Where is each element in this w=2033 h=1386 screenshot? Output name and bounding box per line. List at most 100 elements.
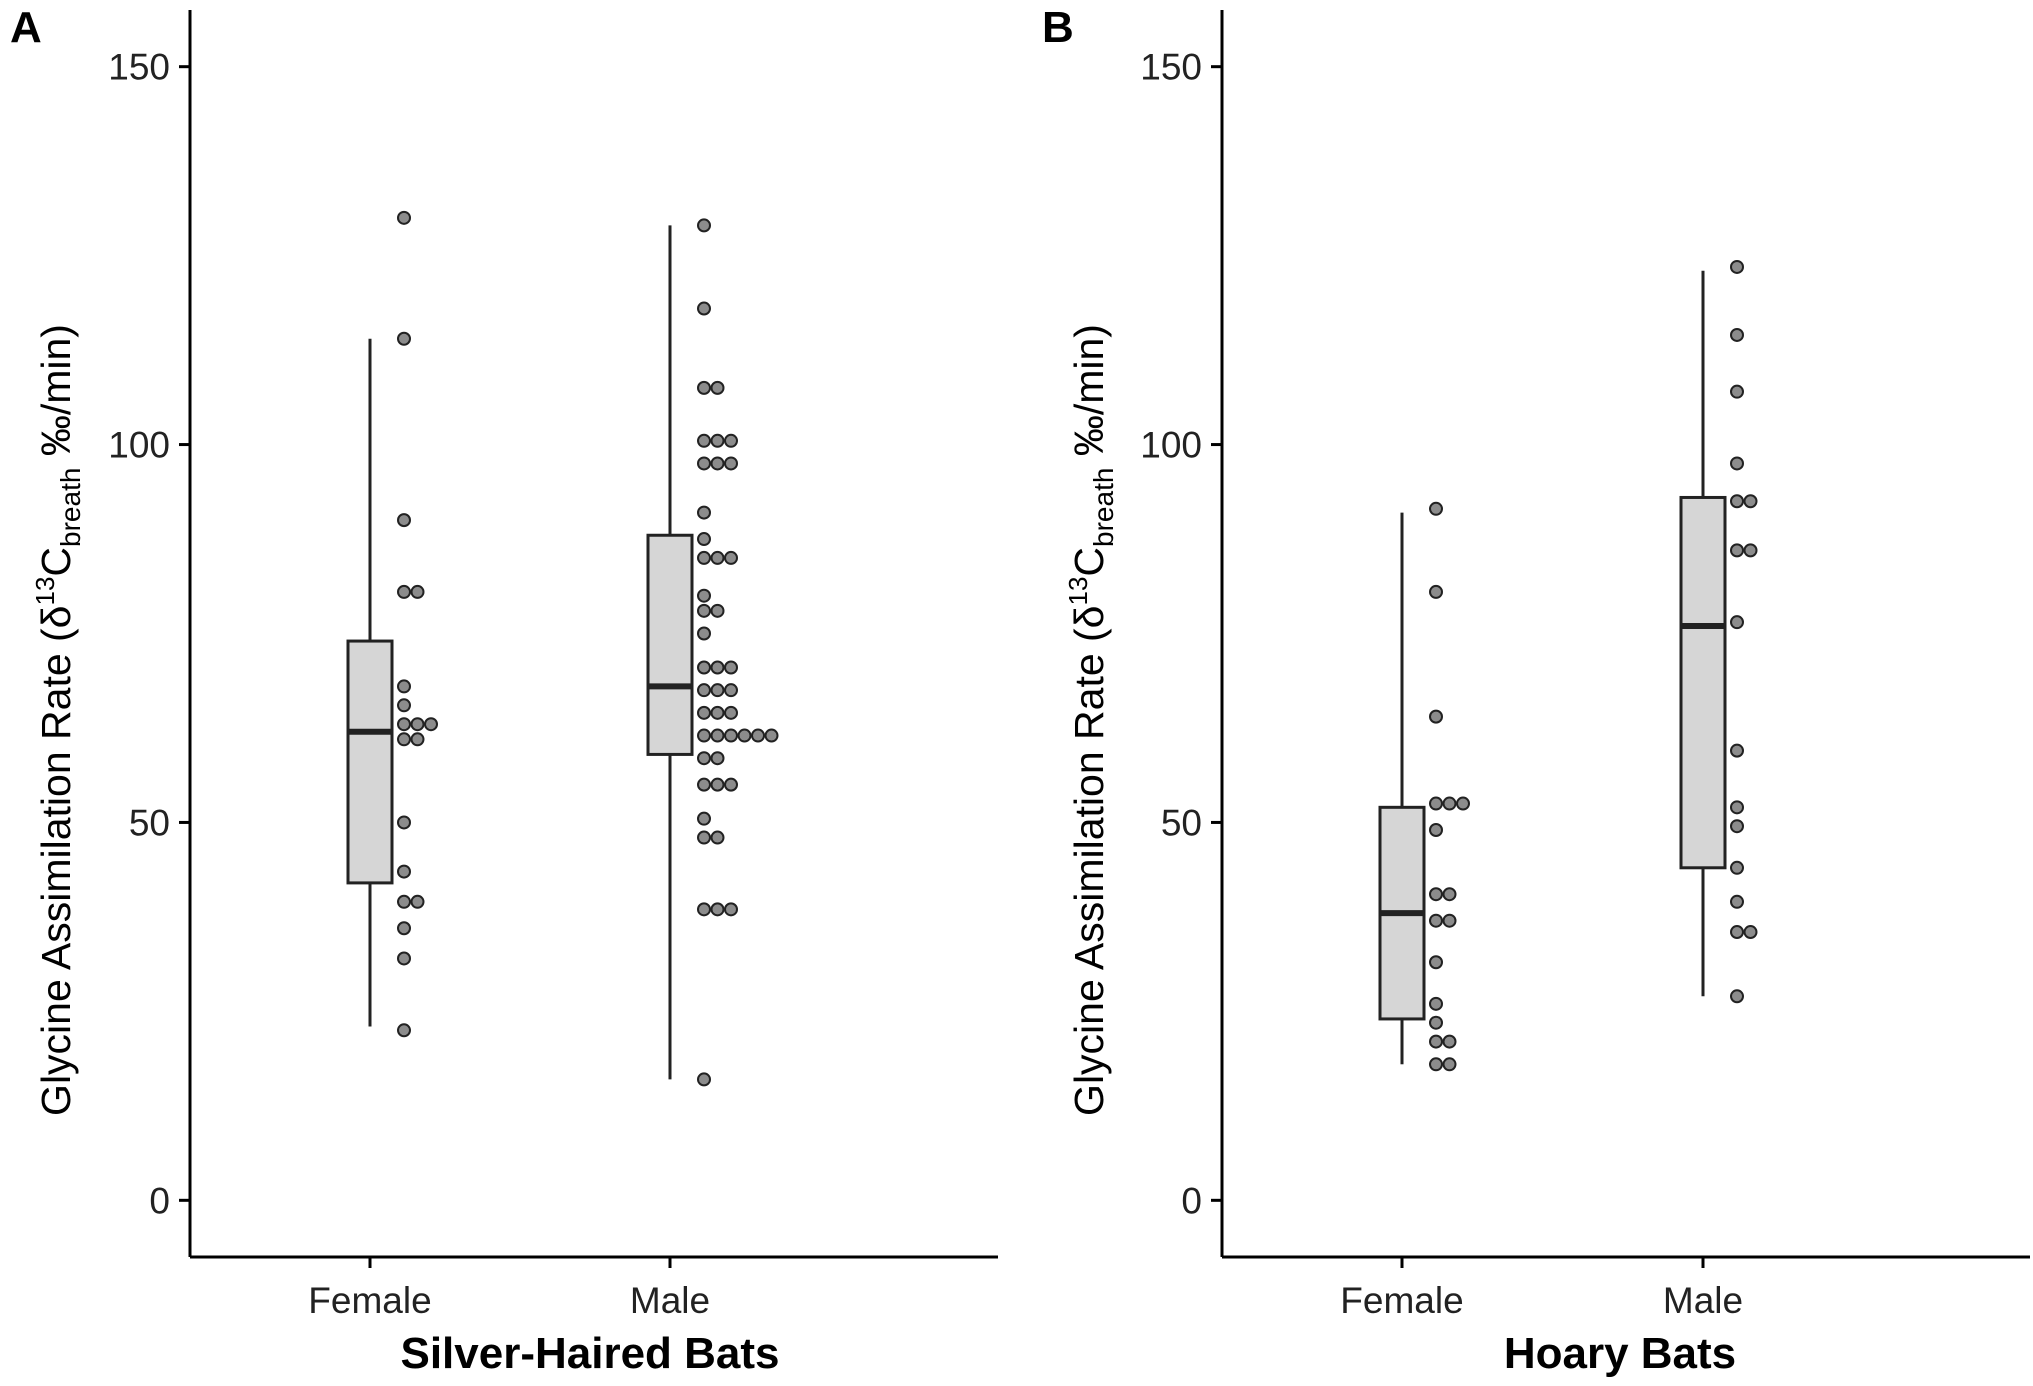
data-point: [1429, 887, 1443, 902]
data-point: [1429, 822, 1443, 837]
x-tick-label: Male: [630, 1280, 710, 1321]
data-point: [737, 728, 752, 743]
panel-label: A: [10, 3, 42, 52]
box: [646, 533, 694, 756]
data-point: [1743, 494, 1758, 509]
y-axis-label: Glycine Assimilation Rate (δ13Cbreath ‰/…: [30, 324, 86, 1116]
data-point: [397, 951, 411, 966]
data-point: [697, 683, 711, 698]
data-point: [397, 679, 411, 694]
data-point: [1730, 743, 1744, 758]
data-point: [710, 603, 725, 618]
data-point: [410, 732, 425, 747]
x-tick-label: Female: [1340, 1280, 1463, 1321]
data-point: [1429, 913, 1443, 928]
data-point: [724, 433, 738, 448]
data-point: [697, 380, 711, 395]
data-point: [1730, 615, 1744, 630]
data-point: [710, 380, 725, 395]
data-point: [697, 532, 711, 547]
data-point: [397, 698, 411, 713]
data-point: [410, 584, 425, 599]
x-axis-label: Silver-Haired Bats: [400, 1329, 779, 1378]
y-tick-label: 150: [1140, 47, 1202, 88]
data-point: [424, 717, 438, 732]
data-point: [410, 717, 425, 732]
y-tick-label: 150: [108, 47, 170, 88]
data-point: [1429, 1057, 1443, 1072]
data-point: [697, 626, 711, 641]
data-point: [1730, 819, 1744, 834]
data-point: [1730, 456, 1744, 471]
y-tick-label: 0: [149, 1180, 170, 1221]
data-point: [1743, 925, 1758, 940]
data-point: [710, 550, 725, 565]
data-point: [1730, 925, 1744, 940]
data-point: [697, 301, 711, 316]
data-point: [697, 218, 711, 233]
data-point: [724, 728, 738, 743]
data-point: [397, 210, 411, 225]
data-point: [1429, 584, 1443, 599]
plot-area: 0 50 100 150 Female Male: [1140, 10, 2030, 1321]
data-point: [397, 921, 411, 936]
data-point: [397, 894, 411, 909]
data-point: [1730, 543, 1744, 558]
svg-text:Glycine Assimilation Rate (δ13: Glycine Assimilation Rate (δ13Cbreath ‰/…: [30, 324, 86, 1116]
data-point: [697, 705, 711, 720]
data-point: [697, 433, 711, 448]
data-point: [697, 505, 711, 520]
data-point: [1429, 796, 1443, 811]
data-point: [724, 660, 738, 675]
y-tick-label: 50: [1161, 802, 1202, 843]
x-tick-label: Male: [1663, 1280, 1743, 1321]
data-point: [1429, 1015, 1443, 1030]
data-point: [710, 728, 725, 743]
data-point: [697, 660, 711, 675]
data-point: [1442, 1057, 1457, 1072]
data-point: [697, 1072, 711, 1087]
data-point: [710, 751, 725, 766]
data-point: [697, 902, 711, 917]
data-point: [397, 584, 411, 599]
data-point: [1730, 327, 1744, 342]
data-point: [724, 705, 738, 720]
data-point: [751, 728, 765, 743]
y-tick-label: 100: [108, 425, 170, 466]
data-point: [764, 728, 779, 743]
data-point: [697, 550, 711, 565]
data-point: [724, 902, 738, 917]
data-point: [710, 830, 725, 845]
data-point: [397, 1023, 411, 1038]
data-point: [397, 815, 411, 830]
data-point: [1442, 796, 1457, 811]
data-point: [1730, 259, 1744, 274]
data-point: [697, 811, 711, 826]
data-point: [1730, 860, 1744, 875]
data-point: [1442, 887, 1457, 902]
data-point: [724, 777, 738, 792]
data-point: [710, 456, 725, 471]
data-point: [697, 603, 711, 618]
data-point: [710, 705, 725, 720]
data-point: [1429, 955, 1443, 970]
data-point: [1730, 989, 1744, 1004]
data-point: [1442, 1034, 1457, 1049]
data-point: [1730, 800, 1744, 815]
data-point: [1429, 501, 1443, 516]
panel-label: B: [1042, 3, 1074, 52]
data-point: [1730, 384, 1744, 399]
x-tick-label: Female: [308, 1280, 431, 1321]
data-point: [1442, 913, 1457, 928]
data-point: [1429, 1034, 1443, 1049]
data-point: [410, 894, 425, 909]
data-point: [724, 456, 738, 471]
y-tick-label: 0: [1181, 1180, 1202, 1221]
data-point: [1730, 494, 1744, 509]
x-axis-label: Hoary Bats: [1504, 1329, 1736, 1378]
data-point: [397, 717, 411, 732]
data-point: [697, 751, 711, 766]
data-point: [710, 660, 725, 675]
data-point: [397, 513, 411, 528]
